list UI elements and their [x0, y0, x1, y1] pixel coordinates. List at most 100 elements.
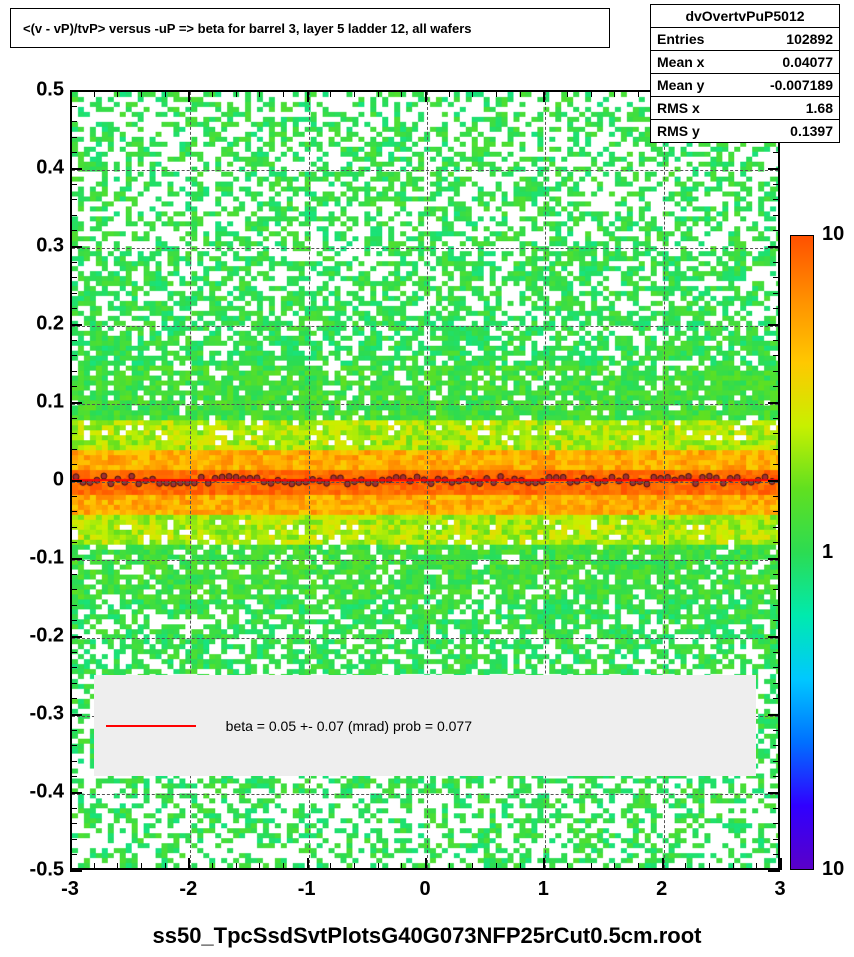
axis-tick	[236, 863, 237, 870]
y-tick-label: 0.3	[14, 235, 64, 258]
axis-tick	[773, 324, 780, 325]
axis-tick	[591, 90, 592, 97]
axis-tick	[638, 863, 639, 870]
axis-tick	[70, 714, 77, 715]
axis-tick	[773, 574, 780, 575]
axis-tick	[354, 863, 355, 870]
colorbar	[790, 235, 814, 870]
y-tick-label: -0.1	[14, 547, 64, 570]
axis-tick	[773, 152, 780, 153]
axis-tick	[378, 90, 379, 97]
axis-tick	[773, 636, 780, 637]
axis-tick	[70, 464, 77, 465]
axis-tick	[773, 418, 780, 419]
axis-tick	[212, 90, 213, 97]
axis-tick	[70, 652, 77, 653]
axis-tick	[165, 863, 166, 870]
axis-tick	[94, 90, 95, 97]
axis-tick	[70, 215, 77, 216]
axis-tick	[733, 863, 734, 870]
axis-tick	[70, 308, 77, 309]
axis-tick	[773, 215, 780, 216]
grid-line-h	[72, 560, 778, 561]
stats-meany-value: -0.007189	[770, 77, 833, 93]
axis-tick	[773, 839, 780, 840]
axis-tick	[188, 90, 189, 97]
axis-tick	[638, 90, 639, 97]
axis-tick	[70, 870, 77, 871]
footer-text: ss50_TpcSsdSvtPlotsG40G073NFP25rCut0.5cm…	[0, 923, 854, 949]
axis-tick	[70, 667, 77, 668]
axis-tick	[70, 730, 77, 731]
stats-rmsx-label: RMS x	[657, 100, 700, 116]
axis-tick	[425, 90, 426, 97]
axis-tick	[70, 574, 77, 575]
y-tick-label: 0.2	[14, 313, 64, 336]
axis-tick	[773, 371, 780, 372]
stats-meany-row: Mean y -0.007189	[651, 74, 839, 97]
axis-tick	[773, 605, 780, 606]
axis-tick	[259, 90, 260, 97]
y-tick-label: -0.3	[14, 703, 64, 726]
axis-tick	[354, 90, 355, 97]
y-tick-label: -0.4	[14, 781, 64, 804]
axis-tick	[70, 839, 77, 840]
axis-tick	[70, 168, 77, 169]
axis-tick	[496, 863, 497, 870]
axis-tick	[773, 199, 780, 200]
y-tick-label: 0.5	[14, 79, 64, 102]
axis-tick	[773, 340, 780, 341]
axis-tick	[188, 863, 189, 870]
grid-line-h	[72, 326, 778, 327]
axis-tick	[70, 589, 77, 590]
axis-tick	[70, 808, 77, 809]
axis-tick	[773, 870, 780, 871]
axis-tick	[259, 863, 260, 870]
grid-line-h	[72, 638, 778, 639]
axis-tick	[70, 355, 77, 356]
stats-rmsy-row: RMS y 0.1397	[651, 120, 839, 142]
colorbar-label: 1	[822, 541, 833, 564]
axis-tick	[70, 386, 77, 387]
axis-tick	[773, 246, 780, 247]
axis-tick	[70, 277, 77, 278]
axis-tick	[773, 808, 780, 809]
axis-tick	[70, 121, 77, 122]
axis-tick	[70, 230, 77, 231]
axis-tick	[70, 776, 77, 777]
axis-tick	[773, 792, 780, 793]
axis-tick	[662, 863, 663, 870]
axis-tick	[773, 262, 780, 263]
axis-tick	[496, 90, 497, 97]
axis-tick	[70, 605, 77, 606]
axis-tick	[472, 863, 473, 870]
stats-box: dvOvertvPuP5012 Entries 102892 Mean x 0.…	[650, 4, 840, 143]
axis-tick	[70, 106, 77, 107]
stats-entries-label: Entries	[657, 31, 704, 47]
axis-tick	[773, 667, 780, 668]
legend-box: beta = 0.05 +- 0.07 (mrad) prob = 0.077	[94, 675, 757, 776]
axis-tick	[567, 90, 568, 97]
axis-tick	[70, 863, 71, 870]
grid-line-h	[72, 248, 778, 249]
axis-tick	[520, 90, 521, 97]
axis-tick	[307, 90, 308, 97]
axis-tick	[591, 863, 592, 870]
stats-meany-label: Mean y	[657, 77, 704, 93]
x-tick-label: 1	[538, 878, 549, 901]
axis-tick	[773, 854, 780, 855]
axis-tick	[543, 90, 544, 97]
axis-tick	[773, 480, 780, 481]
axis-tick	[70, 199, 77, 200]
axis-tick	[70, 402, 77, 403]
axis-tick	[773, 230, 780, 231]
axis-tick	[70, 184, 77, 185]
axis-tick	[70, 449, 77, 450]
axis-tick	[773, 293, 780, 294]
axis-tick	[117, 90, 118, 97]
axis-tick	[773, 308, 780, 309]
axis-tick	[773, 386, 780, 387]
axis-tick	[543, 863, 544, 870]
axis-tick	[70, 542, 77, 543]
axis-tick	[773, 698, 780, 699]
